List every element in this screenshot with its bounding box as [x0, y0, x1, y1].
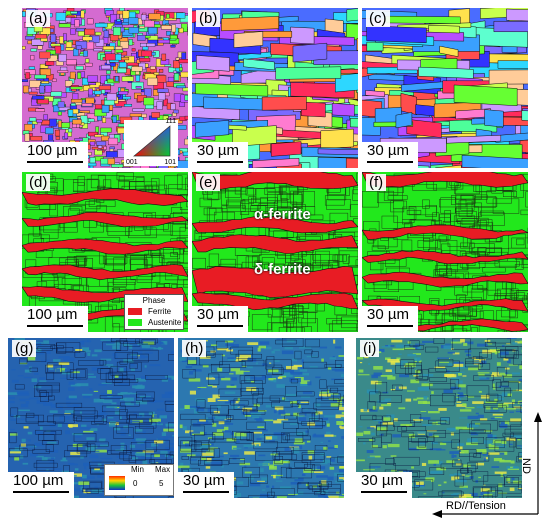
- panel-label: (f): [366, 174, 387, 191]
- ipf-map-coarse-grains: [362, 8, 528, 168]
- kam-color-ramp: [109, 476, 125, 490]
- scale-bar: 30 µm: [362, 142, 418, 168]
- scale-bar: 100 µm: [22, 306, 88, 332]
- ipf-key-111: 111: [165, 118, 176, 125]
- panel-label: (e): [196, 174, 221, 191]
- panel-label: (c): [366, 10, 390, 27]
- panel-label: (d): [26, 174, 51, 191]
- panel-label: (i): [360, 340, 380, 357]
- scale-bar: 30 µm: [192, 142, 248, 168]
- scale-bar: 30 µm: [362, 306, 418, 332]
- panel-g-kam-map: (g) 100 µm Min Max 0 5: [8, 338, 174, 498]
- panel-c-ipf-map: (c) 30 µm: [362, 8, 528, 168]
- scale-bar: 100 µm: [22, 142, 88, 168]
- panel-label: (b): [196, 10, 221, 27]
- ipf-map-coarse-grains: [192, 8, 358, 168]
- panel-a-ipf-map: (a) 100 µm 111 001 101: [22, 8, 188, 168]
- phase-legend: Phase Ferrite Austenite: [124, 294, 184, 330]
- ipf-key-101: 101: [164, 159, 176, 166]
- phase-map: [192, 172, 358, 332]
- scale-bar: 30 µm: [178, 472, 234, 498]
- ipf-color-key: 111 001 101: [124, 118, 178, 166]
- austenite-swatch: [128, 319, 142, 326]
- alpha-ferrite-annotation: α-ferrite: [254, 206, 311, 223]
- rd-tension-axis-label: RD//Tension: [446, 500, 506, 512]
- delta-ferrite-annotation: δ-ferrite: [254, 261, 311, 278]
- phase-map: [362, 172, 528, 332]
- kam-max-value: 5: [159, 479, 164, 488]
- panel-label: (g): [12, 340, 37, 357]
- panel-f-phase-map: (f) 30 µm: [362, 172, 528, 332]
- scale-bar: 30 µm: [356, 472, 412, 498]
- scale-bar: 30 µm: [192, 306, 248, 332]
- phase-legend-title: Phase: [142, 296, 166, 305]
- kam-legend: Min Max 0 5: [104, 464, 174, 496]
- panel-label: (h): [182, 340, 207, 357]
- panel-label: (a): [26, 10, 51, 27]
- kam-min-label: Min: [131, 465, 144, 474]
- nd-axis-label: ND: [520, 458, 532, 474]
- scale-bar: 100 µm: [8, 472, 74, 498]
- panel-i-kam-map: (i) 30 µm: [356, 338, 522, 498]
- ferrite-label: Ferrite: [148, 307, 172, 316]
- panel-e-phase-map: (e) α-ferrite δ-ferrite 30 µm: [192, 172, 358, 332]
- austenite-label: Austenite: [148, 318, 182, 327]
- panel-b-ipf-map: (b) 30 µm: [192, 8, 358, 168]
- kam-map: [178, 338, 344, 498]
- panel-h-kam-map: (h) 30 µm: [178, 338, 344, 498]
- ipf-key-001: 001: [126, 159, 138, 166]
- ferrite-swatch: [128, 308, 142, 315]
- kam-max-label: Max: [155, 465, 171, 474]
- kam-min-value: 0: [133, 479, 138, 488]
- panel-d-phase-map: (d) 100 µm Phase Ferrite Austenite: [22, 172, 188, 332]
